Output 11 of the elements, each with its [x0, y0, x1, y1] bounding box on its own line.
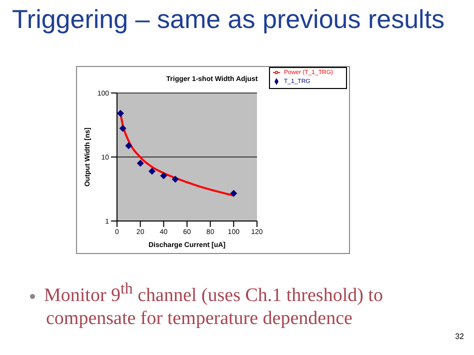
text: 32 — [455, 332, 464, 341]
text: Monitor 9$^{th}$ channel (uses Ch.1 threshold) to compensate for temperature dependence — [44, 281, 383, 330]
point — [148, 168, 156, 175]
point — [160, 172, 168, 180]
point — [172, 176, 179, 183]
point — [136, 160, 144, 167]
point — [119, 124, 126, 132]
point — [117, 110, 124, 117]
point — [125, 142, 132, 150]
point — [230, 190, 238, 197]
chart-title: Triggering – same as previous results — [12, 4, 445, 35]
